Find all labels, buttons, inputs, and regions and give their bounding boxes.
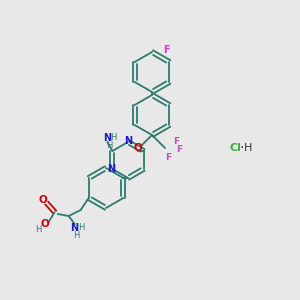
Text: O: O: [38, 195, 47, 205]
Text: F: F: [176, 146, 182, 154]
Text: H: H: [244, 143, 252, 153]
Text: F: F: [165, 152, 171, 161]
Text: F: F: [173, 136, 179, 146]
Text: N: N: [107, 164, 116, 174]
Text: F: F: [163, 45, 169, 55]
Text: H: H: [106, 140, 112, 149]
Text: O: O: [40, 219, 49, 229]
Text: ·: ·: [240, 141, 244, 155]
Text: Cl: Cl: [230, 143, 242, 153]
Text: N: N: [124, 136, 132, 146]
Text: H: H: [35, 224, 42, 233]
Text: N: N: [103, 133, 112, 143]
Text: H: H: [74, 230, 80, 239]
Text: H: H: [110, 134, 117, 142]
Text: H: H: [79, 224, 85, 232]
Text: N: N: [70, 223, 79, 233]
Text: O: O: [134, 143, 142, 153]
